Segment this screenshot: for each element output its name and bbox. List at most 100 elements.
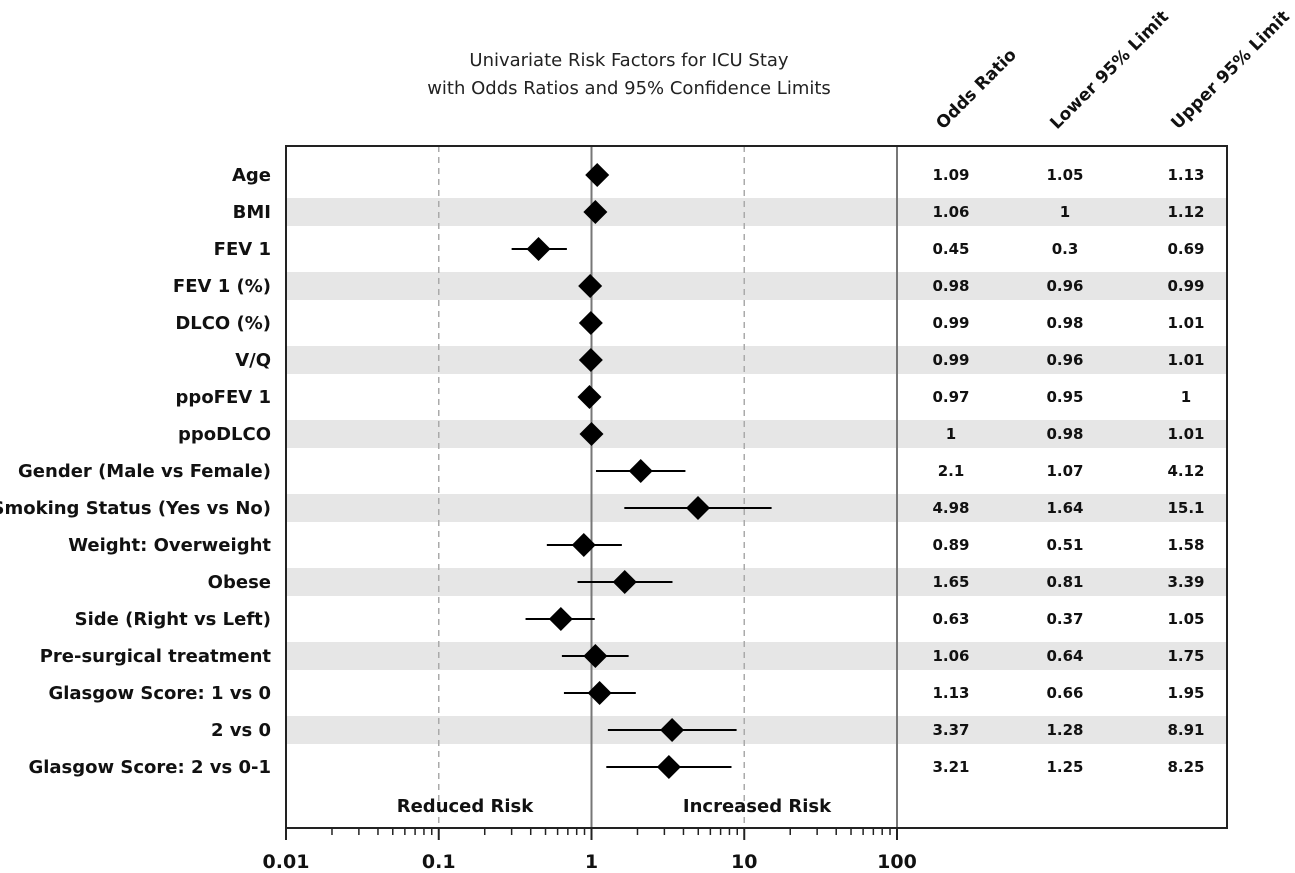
row-label: Obese bbox=[208, 572, 271, 593]
table-cell: 8.25 bbox=[1167, 758, 1204, 776]
odds-ratio-marker bbox=[660, 718, 685, 742]
table-cell: 4.12 bbox=[1167, 462, 1204, 480]
table-cell: 8.91 bbox=[1167, 721, 1204, 739]
table-cell: 0.99 bbox=[932, 314, 969, 332]
table-cell: 1.09 bbox=[932, 166, 969, 184]
table-cell: 2.1 bbox=[938, 462, 965, 480]
increased-risk-label: Increased Risk bbox=[683, 796, 832, 817]
table-cell: 1.01 bbox=[1167, 314, 1204, 332]
table-cell: 0.99 bbox=[1167, 277, 1204, 295]
row-label: FEV 1 (%) bbox=[173, 276, 271, 297]
table-cell: 1.25 bbox=[1046, 758, 1083, 776]
odds-ratio-marker bbox=[628, 459, 653, 483]
odds-ratio-marker bbox=[579, 422, 604, 446]
odds-ratio-marker bbox=[578, 274, 603, 298]
row-label: 2 vs 0 bbox=[211, 720, 271, 741]
table-cell: 1.75 bbox=[1167, 647, 1204, 665]
row-shade bbox=[286, 198, 1227, 226]
odds-ratio-marker bbox=[587, 681, 612, 705]
table-cell: 1 bbox=[946, 425, 956, 443]
row-label: ppoDLCO bbox=[178, 424, 271, 445]
table-cell: 1.13 bbox=[932, 684, 969, 702]
row-label: Gender (Male vs Female) bbox=[18, 461, 271, 482]
row-shade bbox=[286, 716, 1227, 744]
table-cell: 0.3 bbox=[1052, 240, 1079, 258]
odds-ratio-marker bbox=[612, 570, 637, 594]
table-cell: 1.95 bbox=[1167, 684, 1204, 702]
odds-ratio-marker bbox=[578, 311, 603, 335]
odds-ratio-marker bbox=[548, 607, 573, 631]
table-cell: 0.81 bbox=[1046, 573, 1083, 591]
reduced-risk-label: Reduced Risk bbox=[397, 796, 535, 817]
table-cell: 0.98 bbox=[1046, 314, 1083, 332]
row-shade bbox=[286, 420, 1227, 448]
row-label: BMI bbox=[233, 202, 271, 223]
column-header: Upper 95% Limit bbox=[1167, 7, 1294, 134]
x-tick-label: 0.1 bbox=[422, 851, 456, 873]
x-tick-label: 0.01 bbox=[263, 851, 310, 873]
table-cell: 1.28 bbox=[1046, 721, 1083, 739]
row-label: Side (Right vs Left) bbox=[75, 609, 271, 630]
table-cell: 1.05 bbox=[1046, 166, 1083, 184]
table-cell: 1.01 bbox=[1167, 351, 1204, 369]
x-tick-label: 10 bbox=[731, 851, 757, 873]
table-cell: 3.37 bbox=[932, 721, 969, 739]
x-tick-label: 1 bbox=[585, 851, 598, 873]
table-cell: 1 bbox=[1060, 203, 1070, 221]
row-label: Glasgow Score: 1 vs 0 bbox=[48, 683, 271, 704]
table-cell: 1.64 bbox=[1046, 499, 1083, 517]
table-cell: 1.01 bbox=[1167, 425, 1204, 443]
row-label: V/Q bbox=[235, 350, 271, 371]
x-tick-label: 100 bbox=[877, 851, 917, 873]
row-label: Weight: Overweight bbox=[68, 535, 271, 556]
table-cell: 0.96 bbox=[1046, 277, 1083, 295]
row-shade bbox=[286, 346, 1227, 374]
table-cell: 0.63 bbox=[932, 610, 969, 628]
table-cell: 0.37 bbox=[1046, 610, 1083, 628]
row-label: Age bbox=[232, 165, 271, 186]
odds-ratio-marker bbox=[577, 385, 602, 409]
table-cell: 0.66 bbox=[1046, 684, 1083, 702]
table-cell: 0.51 bbox=[1046, 536, 1083, 554]
table-cell: 1.05 bbox=[1167, 610, 1204, 628]
chart-title-line: with Odds Ratios and 95% Confidence Limi… bbox=[427, 78, 831, 99]
table-cell: 1.06 bbox=[932, 203, 969, 221]
table-cell: 0.95 bbox=[1046, 388, 1083, 406]
table-cell: 3.21 bbox=[932, 758, 969, 776]
table-cell: 0.98 bbox=[932, 277, 969, 295]
chart-title-line: Univariate Risk Factors for ICU Stay bbox=[469, 50, 789, 71]
row-shade bbox=[286, 568, 1227, 596]
odds-ratio-marker bbox=[583, 644, 608, 668]
column-header: Odds Ratio bbox=[932, 45, 1020, 133]
table-cell: 1.65 bbox=[932, 573, 969, 591]
table-cell: 0.99 bbox=[932, 351, 969, 369]
odds-ratio-marker bbox=[526, 237, 551, 261]
table-cell: 1 bbox=[1181, 388, 1191, 406]
row-label: Glasgow Score: 2 vs 0-1 bbox=[28, 757, 271, 778]
row-shade bbox=[286, 642, 1227, 670]
row-label: FEV 1 bbox=[214, 239, 271, 260]
table-cell: 0.89 bbox=[932, 536, 969, 554]
odds-ratio-marker bbox=[571, 533, 596, 557]
table-cell: 0.97 bbox=[932, 388, 969, 406]
table-cell: 1.13 bbox=[1167, 166, 1204, 184]
odds-ratio-marker bbox=[578, 348, 603, 372]
table-cell: 0.45 bbox=[932, 240, 969, 258]
row-label: Smoking Status (Yes vs No) bbox=[0, 498, 271, 519]
table-cell: 0.69 bbox=[1167, 240, 1204, 258]
table-cell: 4.98 bbox=[932, 499, 969, 517]
table-cell: 1.12 bbox=[1167, 203, 1204, 221]
odds-ratio-marker bbox=[583, 200, 608, 224]
odds-ratio-marker bbox=[686, 496, 711, 520]
table-cell: 3.39 bbox=[1167, 573, 1204, 591]
column-header: Lower 95% Limit bbox=[1046, 7, 1173, 134]
table-cell: 1.58 bbox=[1167, 536, 1204, 554]
odds-ratio-marker bbox=[585, 163, 610, 187]
row-label: DLCO (%) bbox=[175, 313, 271, 334]
table-cell: 1.07 bbox=[1046, 462, 1083, 480]
row-label: ppoFEV 1 bbox=[176, 387, 271, 408]
table-cell: 0.98 bbox=[1046, 425, 1083, 443]
row-shade bbox=[286, 272, 1227, 300]
odds-ratio-marker bbox=[656, 755, 681, 779]
